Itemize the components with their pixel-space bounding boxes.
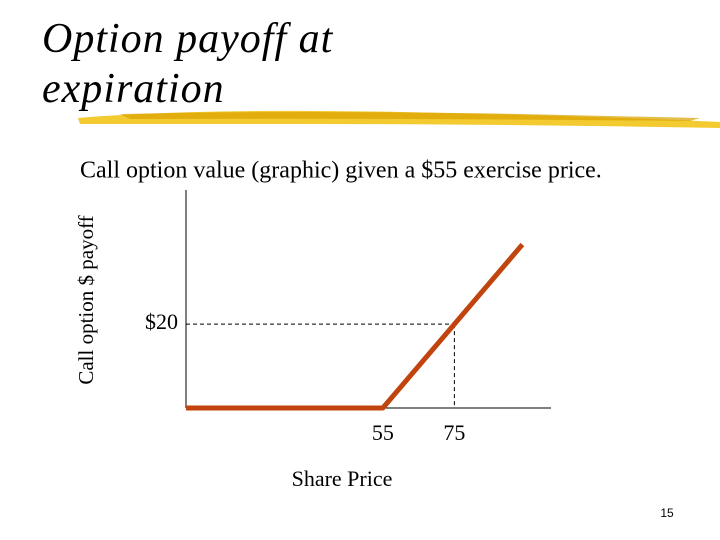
y-axis-label: Call option $ payoff [74,215,98,384]
x-tick-label: 55 [372,420,394,445]
payoff-line [186,242,525,411]
chart-subtitle: Call option value (graphic) given a $55 … [80,158,602,184]
slide-number: 15 [660,506,674,520]
title-underline [120,112,700,121]
x-axis-label: Share Price [292,466,393,491]
slide-title: Option payoff at expiration [42,16,334,112]
x-tick-label: 75 [443,420,465,445]
y-tick-label: $20 [145,309,178,334]
